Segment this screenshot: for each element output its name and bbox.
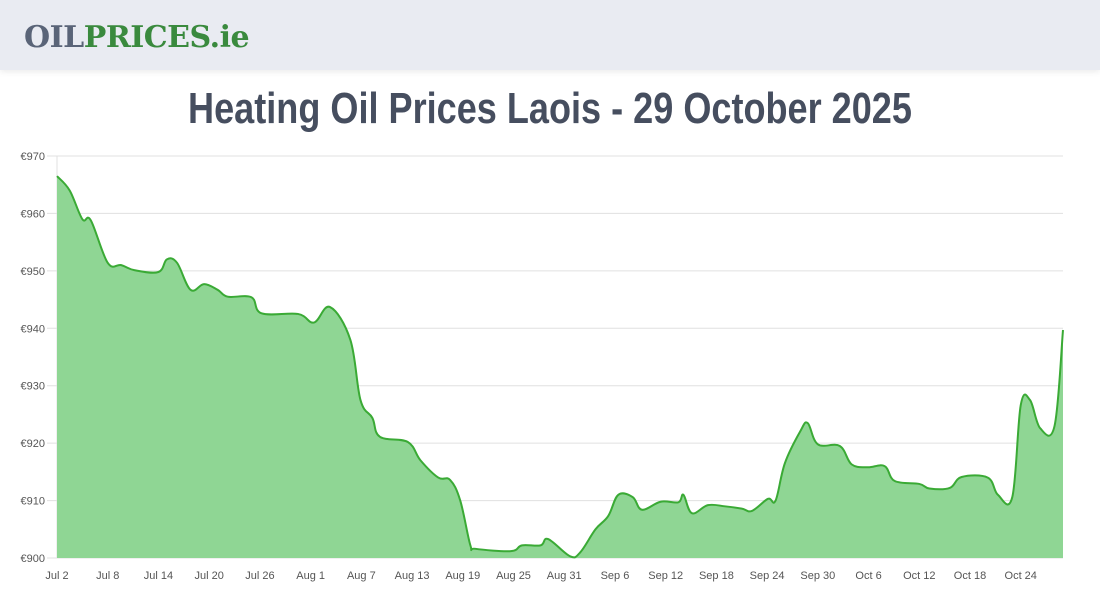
price-line: [56, 175, 1064, 559]
logo-prices-text: PRICES.ie: [83, 20, 250, 55]
x-tick-label: Sep 12: [648, 570, 683, 582]
page-title: Heating Oil Prices Laois - 29 October 20…: [188, 84, 912, 133]
x-tick-label: Jul 20: [194, 570, 223, 582]
x-tick-label: Aug 1: [296, 570, 325, 582]
price-area-fill: [57, 176, 1063, 558]
x-tick-label: Jul 8: [96, 570, 119, 582]
x-tick-label: Sep 24: [750, 570, 785, 582]
site-logo[interactable]: OILPRICES.ie: [24, 18, 250, 58]
y-tick-label: €960: [21, 208, 45, 220]
x-tick-label: Jul 2: [45, 570, 68, 582]
x-tick-label: Oct 24: [1005, 570, 1037, 582]
y-tick-label: €920: [21, 438, 45, 450]
y-tick-label: €940: [21, 323, 45, 335]
x-tick-label: Aug 7: [347, 570, 376, 582]
x-tick-label: Jul 26: [245, 570, 274, 582]
y-tick-label: €910: [21, 496, 45, 508]
x-axis: Jul 2 Jul 8 Jul 14 Jul 20 Jul 26 Aug 1 Aug 7 Au…: [45, 570, 1037, 582]
y-tick-label: €970: [21, 151, 45, 163]
y-tick-label: €950: [21, 266, 45, 278]
y-tick-label: €900: [21, 553, 45, 565]
x-tick-label: Oct 12: [903, 570, 935, 582]
y-tick-label: €930: [21, 381, 45, 393]
x-tick-label: Aug 19: [445, 570, 480, 582]
logo-oil-text: OIL: [24, 20, 84, 55]
x-tick-label: Oct 18: [954, 570, 986, 582]
x-tick-label: Aug 31: [547, 570, 582, 582]
x-tick-label: Aug 25: [496, 570, 531, 582]
y-axis: €900 €910 €920 €930 €940 €950 €960 €970: [21, 151, 45, 565]
x-tick-label: Sep 6: [601, 570, 630, 582]
site-header: OILPRICES.ie: [0, 0, 1100, 70]
x-tick-label: Aug 13: [395, 570, 430, 582]
x-tick-label: Sep 18: [699, 570, 734, 582]
x-tick-label: Jul 14: [144, 570, 173, 582]
x-tick-label: Oct 6: [855, 570, 881, 582]
x-tick-label: Sep 30: [800, 570, 835, 582]
